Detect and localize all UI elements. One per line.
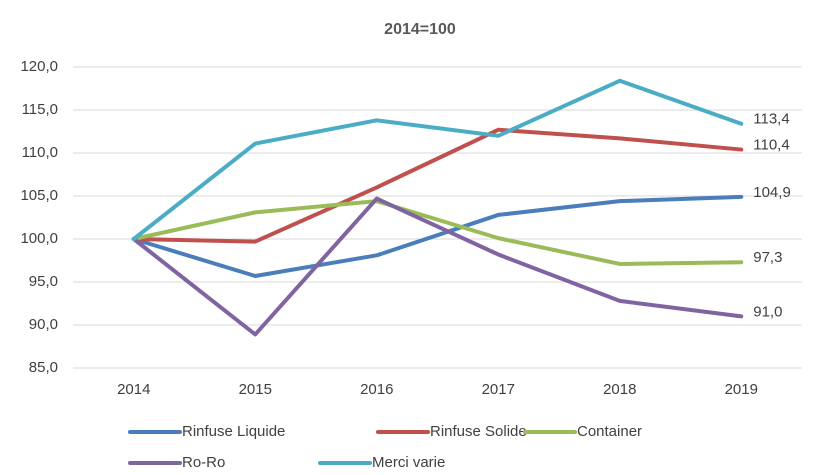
legend-label: Rinfuse Liquide (182, 423, 285, 440)
series-line (131, 196, 744, 337)
series-line (131, 199, 744, 266)
y-tick-label: 105,0 (20, 187, 58, 204)
data-label: 104,9 (753, 184, 791, 201)
y-tick-label: 120,0 (20, 58, 58, 75)
series-line (131, 127, 744, 244)
series-line (131, 78, 744, 241)
data-label: 97,3 (753, 249, 782, 266)
chart-title: 2014=100 (384, 21, 456, 38)
data-label: 110,4 (753, 137, 789, 154)
y-tick-label: 100,0 (20, 230, 58, 247)
series-line (131, 194, 744, 278)
x-tick-label: 2014 (117, 381, 150, 398)
legend-label: Merci varie (372, 454, 445, 471)
y-tick-label: 110,0 (22, 144, 58, 161)
data-label: 113,4 (753, 111, 789, 128)
x-tick-label: 2016 (360, 381, 393, 398)
legend-label: Container (577, 423, 642, 440)
x-tick-label: 2017 (482, 381, 515, 398)
x-tick-label: 2018 (603, 381, 636, 398)
y-tick-label: 90,0 (29, 316, 58, 333)
legend-label: Rinfuse Solide (430, 423, 527, 440)
y-tick-label: 115,0 (22, 101, 58, 118)
x-tick-label: 2015 (239, 381, 272, 398)
y-tick-label: 95,0 (29, 273, 58, 290)
y-tick-label: 85,0 (29, 359, 58, 376)
x-tick-label: 2019 (725, 381, 758, 398)
data-label: 91,0 (753, 303, 782, 320)
legend-label: Ro-Ro (182, 454, 225, 471)
